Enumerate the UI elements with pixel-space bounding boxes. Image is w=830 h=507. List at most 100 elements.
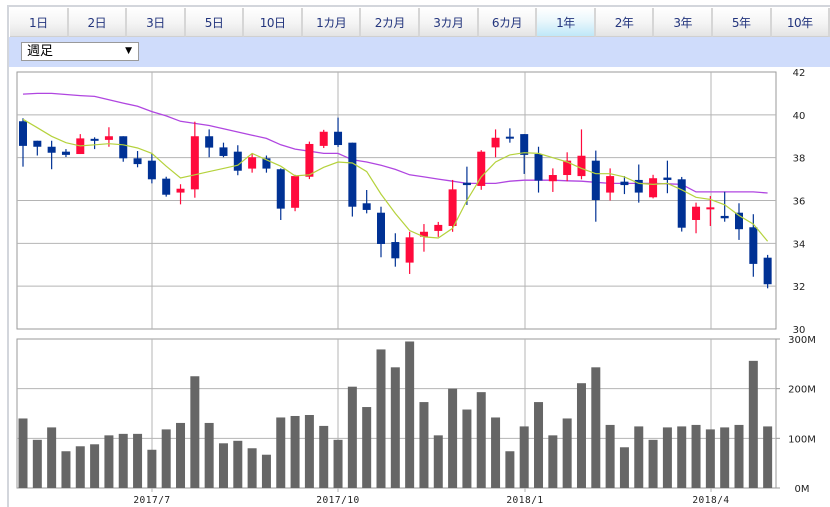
volume-bar (247, 448, 257, 488)
volume-bar (276, 417, 286, 488)
tab-10y[interactable]: 10年 (771, 8, 830, 37)
volume-bar (118, 433, 128, 488)
tab-6m[interactable]: 6カ月 (478, 8, 538, 37)
price-tick-label: 38 (793, 154, 806, 165)
candle-up (548, 175, 557, 182)
candle-up (305, 143, 314, 177)
candle-down (677, 179, 686, 228)
volume-bar (319, 425, 329, 488)
volume-bar (376, 349, 386, 488)
candle-up (477, 151, 486, 186)
tab-3y[interactable]: 3年 (654, 8, 713, 37)
candle-down (276, 169, 285, 209)
candle-up (291, 176, 300, 208)
price-tick-label: 36 (793, 197, 806, 208)
volume-bar (61, 451, 71, 488)
candle-down (233, 151, 242, 171)
candle-down (735, 212, 743, 230)
tab-1y[interactable]: 1年 (537, 8, 596, 37)
volume-tick-label: 300M (788, 335, 816, 346)
candle-up (104, 136, 113, 140)
candle-down (749, 227, 758, 264)
volume-bar (476, 392, 486, 488)
volume-bar (662, 427, 672, 488)
volume-bar (605, 424, 615, 488)
frame-border-left (7, 5, 9, 507)
volume-bar (562, 418, 572, 488)
volume-bar (491, 417, 501, 488)
candle-down (262, 158, 271, 169)
candle-up (190, 136, 199, 190)
volume-tick-label: 200M (788, 385, 816, 396)
volume-bar (18, 418, 28, 488)
candle-up (419, 231, 428, 237)
period-tabs: 1日 2日 3日 5日 10日 1カ月 2カ月 3カ月 6カ月 1年 2年 3年… (10, 8, 830, 37)
volume-bar (390, 367, 400, 488)
volume-bar (176, 422, 186, 488)
price-tick-label: 42 (793, 68, 806, 79)
price-tick-label: 34 (793, 239, 806, 250)
volume-bar (720, 427, 730, 488)
candle-down (620, 181, 629, 186)
candle-down (534, 154, 543, 181)
candle-down (362, 203, 371, 210)
candle-up (577, 155, 586, 177)
period-select[interactable]: 週足 ▼ (21, 42, 139, 61)
volume-bar (419, 402, 429, 488)
tab-10d[interactable]: 10日 (244, 8, 303, 37)
tab-1m[interactable]: 1カ月 (302, 8, 362, 37)
candle-down (90, 138, 99, 141)
candle-down (119, 136, 128, 159)
volume-bar (763, 426, 773, 488)
volume-bar (462, 409, 472, 488)
volume-bar (433, 435, 443, 488)
candle-down (391, 242, 400, 259)
candle-up (491, 137, 500, 148)
volume-bar (90, 444, 100, 488)
candle-down (205, 136, 214, 148)
tab-3m[interactable]: 3カ月 (420, 8, 479, 37)
candle-down (377, 212, 385, 244)
candle-up (706, 207, 715, 210)
volume-tick-label: 0M (795, 484, 810, 495)
volume-bar (677, 426, 687, 488)
volume-bar (634, 426, 644, 488)
tab-2m[interactable]: 2カ月 (361, 8, 421, 37)
candle-down (61, 151, 70, 155)
volume-bar (648, 439, 658, 488)
candle-up (448, 189, 457, 226)
tab-3d[interactable]: 3日 (127, 8, 186, 37)
volume-bar (161, 429, 171, 488)
candle-down (763, 257, 772, 285)
volume-bar (405, 341, 415, 488)
tab-2y[interactable]: 2年 (595, 8, 655, 37)
candle-up (692, 206, 701, 220)
price-tick-label: 40 (793, 111, 806, 122)
tab-5d[interactable]: 5日 (185, 8, 245, 37)
candle-up (563, 160, 572, 176)
candle-up (248, 157, 257, 169)
candle-down (147, 160, 156, 180)
price-tick-label: 30 (793, 325, 806, 336)
tab-5y[interactable]: 5年 (712, 8, 772, 37)
volume-bar (233, 440, 243, 488)
volume-bar (147, 449, 157, 488)
volume-bar (133, 433, 143, 488)
candle-down (634, 179, 643, 193)
candle-down (33, 140, 42, 147)
candle-up (606, 176, 615, 193)
candle-down (334, 131, 343, 146)
volume-bar (705, 429, 715, 488)
volume-tick-label: 100M (788, 434, 816, 445)
dropdown-arrow-icon: ▼ (125, 46, 132, 56)
candle-down (663, 177, 672, 180)
volume-bar (534, 402, 544, 488)
volume-bar (190, 376, 200, 488)
candle-up (405, 237, 414, 263)
tab-1d[interactable]: 1日 (10, 8, 69, 37)
volume-bar (691, 424, 701, 488)
tab-2d[interactable]: 2日 (68, 8, 128, 37)
volume-bar (548, 435, 558, 488)
volume-bar (619, 447, 629, 488)
